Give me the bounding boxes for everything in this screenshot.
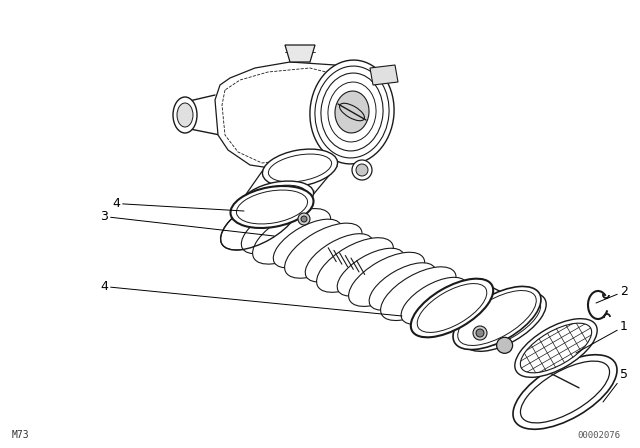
Ellipse shape xyxy=(230,186,314,228)
Ellipse shape xyxy=(241,205,310,254)
Ellipse shape xyxy=(356,164,368,176)
Ellipse shape xyxy=(298,213,310,225)
Text: M73: M73 xyxy=(12,430,29,440)
Polygon shape xyxy=(370,65,398,85)
Ellipse shape xyxy=(476,329,484,337)
Ellipse shape xyxy=(513,355,617,429)
Ellipse shape xyxy=(285,223,362,278)
Ellipse shape xyxy=(349,252,425,306)
Text: 1: 1 xyxy=(576,320,628,353)
Ellipse shape xyxy=(401,277,467,324)
Ellipse shape xyxy=(413,281,488,335)
Ellipse shape xyxy=(253,209,331,264)
Ellipse shape xyxy=(473,326,487,340)
Text: 4: 4 xyxy=(112,197,244,211)
Ellipse shape xyxy=(305,234,373,282)
Ellipse shape xyxy=(497,337,513,353)
Text: 3: 3 xyxy=(100,210,274,236)
Ellipse shape xyxy=(173,97,197,133)
Ellipse shape xyxy=(464,293,546,351)
Text: 2: 2 xyxy=(596,285,628,303)
Ellipse shape xyxy=(337,248,404,296)
Text: 5: 5 xyxy=(603,368,628,402)
Ellipse shape xyxy=(411,279,493,337)
Ellipse shape xyxy=(317,238,394,292)
Text: 4: 4 xyxy=(100,280,402,316)
Ellipse shape xyxy=(310,60,394,164)
Ellipse shape xyxy=(177,103,193,127)
Ellipse shape xyxy=(273,219,342,268)
Ellipse shape xyxy=(221,194,300,250)
Ellipse shape xyxy=(301,216,307,222)
Ellipse shape xyxy=(335,91,369,133)
Ellipse shape xyxy=(453,286,541,349)
Ellipse shape xyxy=(262,149,337,187)
Ellipse shape xyxy=(381,267,456,320)
Text: 00002076: 00002076 xyxy=(577,431,620,440)
Ellipse shape xyxy=(352,160,372,180)
Polygon shape xyxy=(215,62,390,168)
Polygon shape xyxy=(285,45,315,62)
Ellipse shape xyxy=(369,263,436,310)
Ellipse shape xyxy=(243,181,314,215)
Ellipse shape xyxy=(515,319,597,377)
